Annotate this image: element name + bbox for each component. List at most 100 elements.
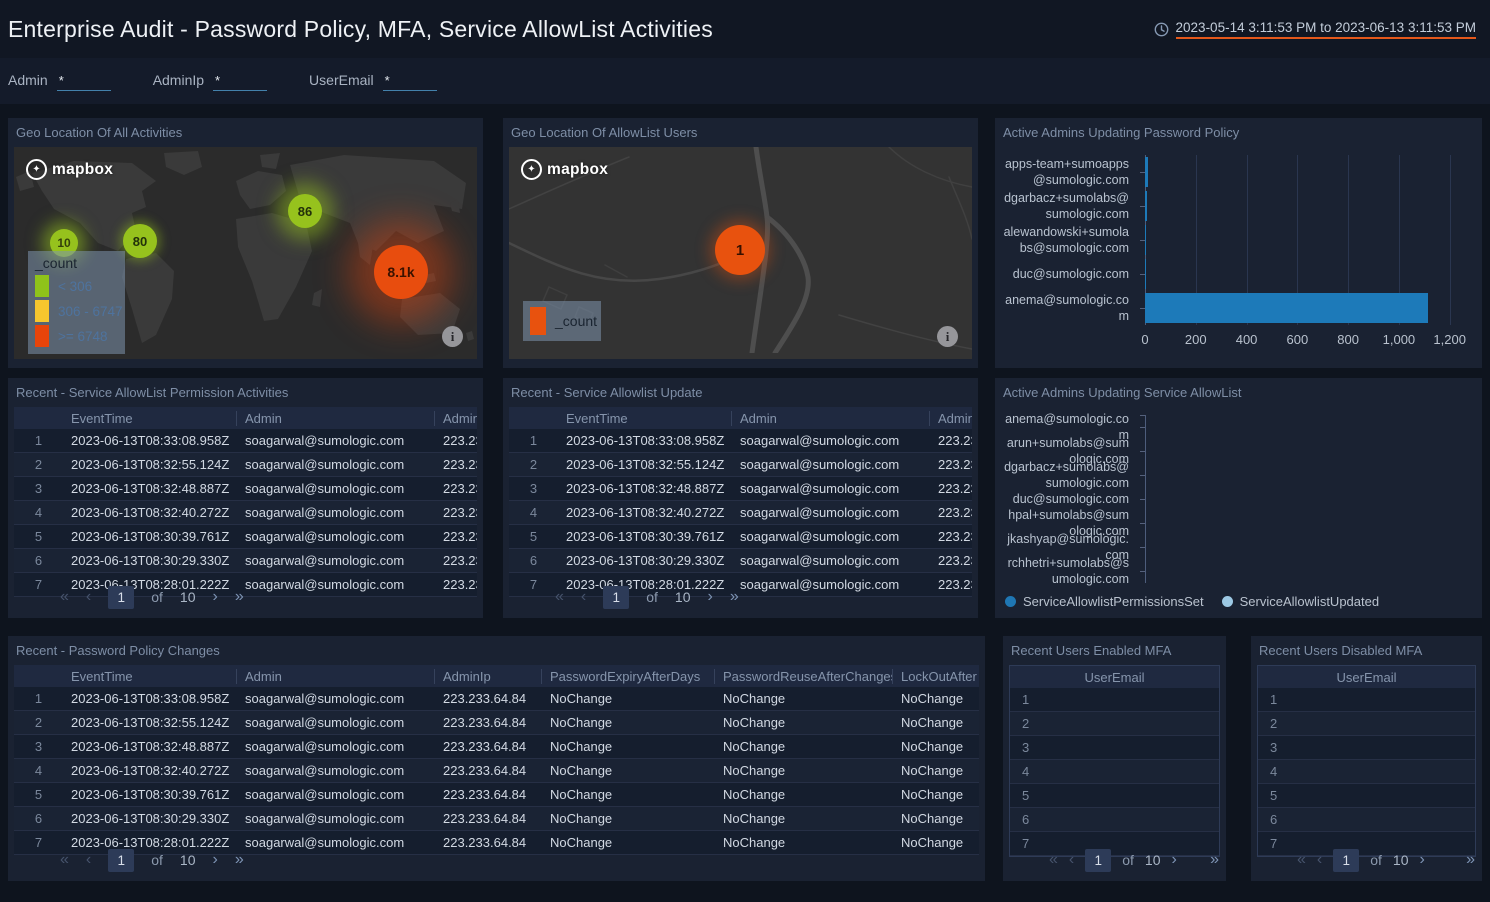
first-page-button[interactable]: « [60, 588, 69, 605]
bar[interactable] [1145, 293, 1429, 323]
column-header[interactable]: UserEmail [1084, 669, 1145, 685]
y-tick [1140, 499, 1145, 500]
row-number: 6 [1022, 812, 1030, 827]
total-pages: 10 [179, 852, 196, 868]
column-header[interactable]: PasswordReuseAfterChanges [715, 668, 893, 684]
table-cell: soagarwal@sumologic.com [245, 787, 405, 802]
row-number: 1 [529, 433, 538, 448]
map-bubble[interactable]: 1 [715, 225, 765, 275]
table-row: 3 [1010, 736, 1219, 760]
first-page-button[interactable]: « [1049, 851, 1058, 868]
chart-legend: ServiceAllowlistPermissionsSet ServiceAl… [1005, 594, 1379, 609]
panel-password-policy-changes: Recent - Password Policy Changes EventTi… [8, 636, 985, 881]
last-page-button[interactable]: » [1466, 851, 1475, 868]
map-canvas-all-activities[interactable]: mapbox 10 80 86 8.1k _count < 306 306 - … [14, 147, 477, 359]
category-label: jkashyap@sumologic.com [1007, 532, 1129, 562]
column-header[interactable]: Admin [237, 668, 435, 684]
table-cell: 2023-06-13T08:32:55.124Z [71, 715, 230, 730]
info-icon[interactable]: i [442, 326, 463, 347]
x-tick-label: 0 [1141, 332, 1149, 347]
map-legend: _count [523, 301, 601, 341]
plot-area [1137, 439, 1470, 463]
table-cell: soagarwal@sumologic.com [740, 481, 900, 496]
column-header[interactable]: Admin [732, 410, 930, 426]
column-header[interactable]: PasswordExpiryAfterDays [542, 668, 715, 684]
filter-adminip-input[interactable]: * [213, 73, 268, 91]
info-icon[interactable]: i [937, 326, 958, 347]
next-page-button[interactable]: › [1419, 851, 1425, 868]
mapbox-logo[interactable]: mapbox [521, 159, 608, 180]
map-bubble[interactable]: 80 [123, 224, 157, 258]
column-header[interactable]: EventTime [558, 410, 732, 426]
panel-title: Active Admins Updating Service AllowList [1003, 385, 1242, 400]
column-header[interactable]: EventTime [63, 410, 237, 426]
last-page-button[interactable]: » [234, 588, 244, 605]
category-label: anema@sumologic.com [1005, 412, 1129, 442]
mapbox-logo[interactable]: mapbox [26, 159, 113, 180]
legend-item[interactable]: ServiceAllowlistUpdated [1221, 594, 1379, 609]
map-bubble[interactable]: 8.1k [374, 245, 428, 299]
bar[interactable] [1145, 225, 1146, 255]
time-range-picker[interactable]: 2023-05-14 3:11:53 PM to 2023-06-13 3:11… [1154, 20, 1476, 39]
row-number: 2 [34, 457, 43, 472]
column-header[interactable]: AdminIp [938, 410, 972, 426]
last-page-button[interactable]: » [234, 851, 244, 868]
table-row: 5 [1010, 784, 1219, 808]
prev-page-button[interactable]: ‹ [1068, 851, 1075, 868]
map-legend: _count < 306 306 - 6747 >= 6748 [28, 251, 125, 354]
column-header[interactable]: UserEmail [1336, 669, 1397, 685]
table-row: 7 [1258, 832, 1475, 856]
table-cell: NoChange [901, 715, 964, 730]
clock-icon [1154, 22, 1168, 36]
column-header[interactable]: EventTime [63, 668, 237, 684]
row-number: 4 [34, 505, 43, 520]
first-page-button[interactable]: « [60, 851, 69, 868]
next-page-button[interactable]: › [707, 588, 713, 605]
legend-item[interactable]: ServiceAllowlistPermissionsSet [1005, 594, 1204, 609]
mapbox-wordmark: mapbox [547, 160, 609, 178]
last-page-button[interactable]: » [1210, 851, 1219, 868]
bar[interactable] [1145, 259, 1146, 289]
prev-page-button[interactable]: ‹ [580, 588, 587, 605]
next-page-button[interactable]: › [1171, 851, 1177, 868]
column-header[interactable]: AdminIp [435, 668, 542, 684]
legend-item: 306 - 6747 [35, 300, 123, 322]
first-page-button[interactable]: « [555, 588, 564, 605]
map-bubble[interactable]: 86 [288, 194, 322, 228]
table-cell: 2023-06-13T08:32:55.124Z [71, 457, 230, 472]
prev-page-button[interactable]: ‹ [85, 588, 92, 605]
category-label: anema@sumologic.com [1005, 293, 1129, 323]
column-header[interactable]: Admin [237, 410, 435, 426]
prev-page-button[interactable]: ‹ [1316, 851, 1323, 868]
filter-adminip-label: AdminIp [152, 71, 205, 88]
map-canvas-allowlist-users[interactable]: mapbox 1 _count i [509, 147, 972, 359]
table-cell: NoChange [901, 835, 964, 850]
legend-swatch-orange [530, 307, 546, 335]
table-cell: soagarwal@sumologic.com [245, 553, 405, 568]
plot-area [1137, 155, 1470, 189]
prev-page-button[interactable]: ‹ [85, 851, 92, 868]
filter-admin-input[interactable]: * [56, 73, 111, 91]
table-cell: 223.233.64.84 [443, 835, 527, 850]
last-page-button[interactable]: » [729, 588, 739, 605]
row-number: 3 [34, 481, 43, 496]
column-header[interactable]: AdminIp [443, 410, 477, 426]
row-number: 1 [1022, 692, 1030, 707]
table-cell: 2023-06-13T08:32:48.887Z [71, 739, 230, 754]
row-number: 5 [529, 529, 538, 544]
table-cell: NoChange [550, 763, 613, 778]
bar[interactable] [1145, 191, 1147, 221]
y-tick [1140, 415, 1145, 416]
column-header[interactable]: LockOutAfter [901, 668, 977, 684]
next-page-button[interactable]: › [212, 851, 218, 868]
panel-geo-all-activities: Geo Location Of All Activities [8, 118, 483, 368]
bar[interactable] [1145, 157, 1149, 187]
filter-useremail-input[interactable]: * [382, 73, 437, 91]
first-page-button[interactable]: « [1297, 851, 1306, 868]
plot-area [1137, 559, 1470, 583]
row-number: 5 [34, 787, 43, 802]
legend-dot-permissions-set [1005, 596, 1016, 607]
next-page-button[interactable]: › [212, 588, 218, 605]
plot-area [1137, 257, 1470, 291]
